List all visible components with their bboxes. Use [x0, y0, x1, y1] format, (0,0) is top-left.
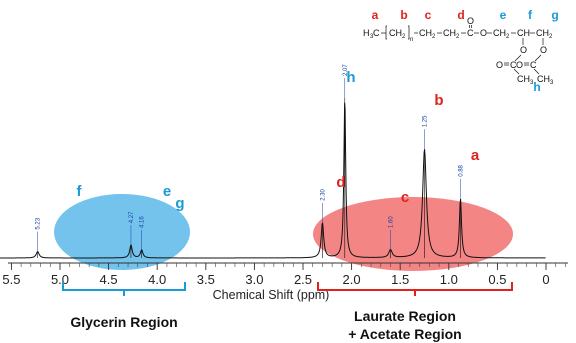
peak-shift-label: 1.60 [388, 216, 394, 228]
region-ellipse-glycerin [54, 194, 190, 270]
structure-subscript: 3 [370, 34, 374, 40]
spectrum-line [0, 102, 546, 259]
structure-letter-d: d [457, 8, 464, 22]
bond [533, 68, 540, 75]
structure-atom-h: H [363, 28, 370, 38]
acetate-2-c: C [530, 60, 537, 70]
structure-subscript: 3 [530, 80, 534, 86]
assignment-letter-a: a [471, 147, 480, 164]
structure-letter-e: e [500, 8, 507, 22]
structure-subscript: 3 [550, 80, 554, 86]
peak-shift-label: 0.88 [458, 164, 464, 176]
structure-letter-a: a [372, 8, 379, 22]
structure-atom-c: C [373, 28, 380, 38]
laurate-region-label-line2: + Acetate Region [348, 326, 461, 342]
structure-letter-b: b [400, 8, 407, 22]
peak-shift-labels: 5.23 4.27 4.16 2.30 2.07 1.60 1.25 0.88 [36, 64, 464, 252]
peak-shift-label: 5.23 [36, 217, 42, 229]
glycerin-region-label: Glycerin Region [70, 314, 177, 330]
peak-assignment-letters: f eg d h c b a [77, 69, 480, 212]
structure-atom-ch: CH [517, 28, 530, 38]
structure-subscript: 2 [432, 34, 436, 40]
x-tick-label: 0 [542, 272, 549, 287]
laurate-bracket [317, 282, 513, 296]
acetate-2-ch3: CH [537, 74, 550, 84]
bond [534, 54, 542, 62]
structure-atom-ch2: CH [493, 28, 506, 38]
assignment-letter-d: d [336, 174, 345, 191]
structure-letter-c: c [425, 8, 432, 22]
glycerin-bracket [62, 282, 186, 296]
structure-subscript: 2 [402, 34, 406, 40]
laurate-region-label-line1: Laurate Region [354, 308, 456, 324]
assignment-letter-f: f [77, 183, 83, 200]
structure-atom-ch2: CH [443, 28, 456, 38]
peak-shift-label: 4.27 [129, 211, 135, 223]
structure-atom-ch2: CH [419, 28, 432, 38]
x-tick-label: 4.0 [148, 272, 166, 287]
assignment-letter-c: c [401, 189, 409, 206]
structure-atom-ester-o: O [480, 28, 487, 38]
bond [513, 68, 520, 75]
structure-atom-carbonyl-o: O [467, 16, 474, 26]
region-brackets: Glycerin Region Laurate Region + Acetate R… [62, 282, 513, 342]
x-tick-label: 5.0 [51, 272, 69, 287]
peak-shift-label: 4.16 [140, 216, 146, 228]
x-tick-label: 1.5 [391, 272, 409, 287]
structure-letter-g: g [551, 8, 558, 22]
structure-atom-ch2: CH [536, 28, 549, 38]
acetate-2-o: O [540, 45, 547, 55]
repeat-bracket-right [408, 25, 410, 40]
structure-subscript: n [410, 37, 413, 43]
x-axis: 5.5 5.0 4.5 4.0 3.5 3.0 2.5 2.0 1.5 1.0 0.5 0 Chemic… [2, 262, 568, 302]
acetate-1-c: C [510, 60, 517, 70]
x-axis-title: Chemical Shift (ppm) [213, 288, 330, 302]
acetate-1-ch3: CH [517, 74, 530, 84]
structure-subscript: 2 [549, 34, 553, 40]
assignment-letter-e: e [163, 183, 171, 200]
acetate-1-carbonyl-o: O [496, 60, 503, 70]
assignment-letter-g: g [175, 195, 184, 212]
structure-subscript: 2 [456, 34, 460, 40]
assignment-letter-h: h [346, 69, 355, 86]
acetate-1-o: O [520, 45, 527, 55]
structure-atom-carbonyl-c: C [467, 28, 474, 38]
x-tick-label: 5.5 [2, 272, 20, 287]
peak-shift-label: 2.07 [343, 64, 349, 76]
repeat-bracket-left [385, 25, 387, 40]
x-tick-label: 3.5 [197, 272, 215, 287]
region-ellipse-laurate [313, 197, 513, 271]
structure-letter-f: f [528, 8, 533, 22]
x-tick-label: 2.0 [343, 272, 361, 287]
spectrum-trace [0, 98, 546, 259]
structure-atom-ch2: CH [389, 28, 402, 38]
x-tick-label: 2.5 [294, 272, 312, 287]
peak-shift-label: 2.30 [320, 188, 326, 200]
assignment-letter-b: b [434, 92, 443, 109]
x-tick-label: 0.5 [488, 272, 506, 287]
x-tick-label: 1.0 [440, 272, 458, 287]
peak-shift-label: 1.25 [423, 115, 429, 127]
bond [514, 54, 522, 62]
x-tick-label: 4.5 [100, 272, 118, 287]
region-highlights [54, 194, 513, 271]
structure-letter-h: h [533, 80, 540, 94]
structure-subscript: 2 [506, 34, 510, 40]
x-tick-label: 3.0 [245, 272, 263, 287]
acetate-2-carbonyl-o: O [516, 60, 523, 70]
